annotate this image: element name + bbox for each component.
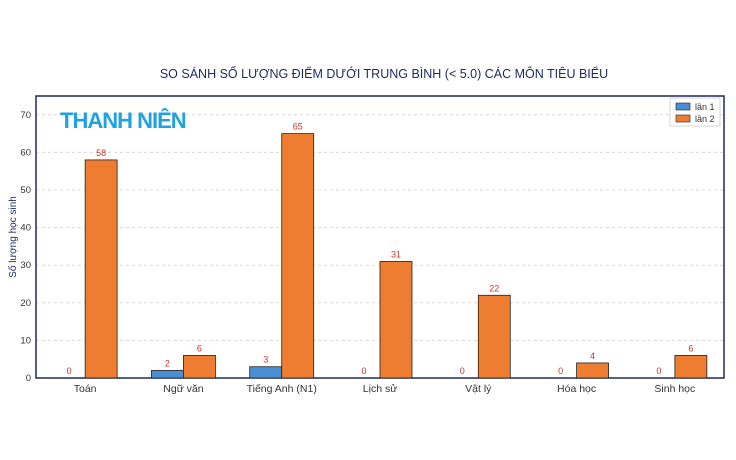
y-axis-ticks: 0 10 20 30 40 50 60 70 [20,110,31,384]
legend-label: lần 2 [695,114,715,124]
bar-1 [249,366,283,379]
bar-2 [84,159,118,379]
x-tick-label: Ngữ văn [163,383,203,395]
bar-2 [576,362,609,379]
data-label: 4 [590,351,595,361]
legend: lần 1 lần 2 [669,97,721,127]
legend-swatch [675,114,691,123]
data-label: 0 [460,366,465,376]
data-label: 22 [489,283,499,293]
data-label: 31 [391,249,401,259]
y-tick-label: 50 [20,185,31,196]
y-tick-label: 40 [20,223,31,234]
x-tick-label: Lịch sử [363,383,397,395]
data-label: 6 [688,343,693,353]
chart-title: SO SÁNH SỐ LƯỢNG ĐIỂM DƯỚI TRUNG BÌNH (<… [160,66,608,81]
data-label: 65 [293,122,303,132]
y-tick-label: 30 [20,260,31,271]
x-axis-labels: Toán Ngữ văn Tiếng Anh (N1) Lịch sử Vật lý Hó… [74,383,696,395]
data-label: 2 [165,358,170,368]
data-label: 0 [361,366,366,376]
legend-label: lần 1 [695,102,715,112]
legend-swatch [675,102,691,111]
data-label: 0 [558,366,563,376]
bars: 0 58 2 6 3 65 0 31 0 22 0 4 0 6 [67,122,708,379]
y-tick-label: 60 [20,147,31,158]
y-tick-label: 10 [20,335,31,346]
bar-2 [477,294,511,379]
y-tick-label: 70 [20,110,31,121]
bar-2 [379,261,413,379]
x-tick-label: Toán [74,383,97,395]
bar-2 [183,355,216,379]
data-label: 6 [197,343,202,353]
x-tick-label: Tiếng Anh (N1) [247,383,317,395]
data-label: 58 [96,148,106,158]
x-tick-label: Sinh học [654,383,695,395]
bar-2 [281,133,315,379]
bar-1 [151,370,184,379]
bar-2 [674,355,708,379]
y-tick-label: 0 [26,373,31,384]
data-label: 3 [263,355,268,365]
x-tick-label: Hóa học [557,383,596,395]
data-label: 0 [67,366,72,376]
y-tick-label: 20 [20,298,31,309]
data-label: 0 [656,366,661,376]
x-tick-label: Vật lý [465,383,492,395]
y-axis-label: Số lượng học sinh [7,196,19,278]
logo-thanhnien: THANH NIÊN [60,108,186,133]
